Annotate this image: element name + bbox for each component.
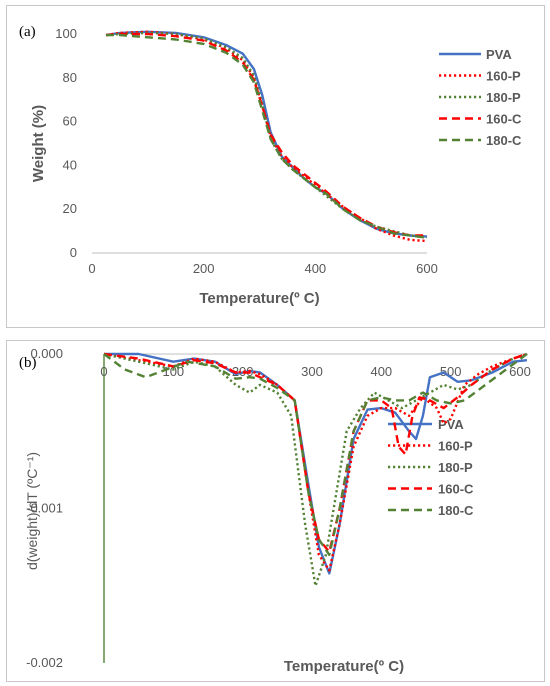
series-line-160-p	[105, 30, 428, 243]
y-tick-label: -0.002	[26, 655, 63, 670]
legend-label: 180-P	[486, 90, 521, 105]
legend-label: 160-P	[438, 439, 473, 454]
x-tick-label: 500	[440, 364, 462, 379]
y-tick-label: 60	[63, 114, 77, 129]
panel-a: (a) 0 200 400 600 0 20 40 60 80 100 Temperature(º …	[6, 5, 545, 328]
series-line-180-c	[106, 33, 428, 239]
x-tick-label: 600	[509, 364, 531, 379]
x-tick-label: 400	[370, 364, 392, 379]
series-line-160-c	[105, 32, 427, 237]
y-tick-label: 100	[55, 26, 77, 41]
panel-label: (a)	[19, 24, 36, 40]
y-tick-label: 40	[63, 157, 77, 172]
x-tick-label: 0	[100, 364, 107, 379]
legend-label: 180-C	[486, 133, 522, 148]
series-line-180-c	[103, 353, 528, 557]
y-tick-label: 0.000	[30, 346, 63, 361]
x-tick-label: 0	[88, 261, 95, 276]
legend-label: PVA	[438, 417, 464, 432]
legend-label: 160-C	[438, 482, 474, 497]
x-axis-label: Temperature(º C)	[199, 290, 319, 307]
y-tick-label: -0.001	[26, 501, 63, 516]
legend-label: 160-P	[486, 69, 521, 84]
series-line-180-p	[105, 31, 428, 239]
panel-b: (b) 0 100 200 300 400 500 600 0.000 -0.001 -0.002…	[6, 340, 545, 682]
weight-loss-chart: 0 200 400 600 0 20 40 60 80 100 Temperature(º C) We…	[30, 26, 522, 307]
panel-label: (b)	[19, 355, 37, 371]
y-axis-label: Weight (%)	[30, 105, 47, 182]
x-tick-label: 200	[193, 261, 215, 276]
x-tick-label: 600	[416, 261, 438, 276]
y-tick-label: 80	[63, 70, 77, 85]
series-line-pva	[105, 30, 428, 238]
y-axis-label: d(weight)/dT (ºC⁻¹)	[24, 452, 40, 570]
x-axis-label: Temperature(º C)	[284, 658, 404, 675]
legend-label: PVA	[486, 47, 512, 62]
x-tick-label: 400	[304, 261, 326, 276]
y-tick-label: 0	[70, 245, 77, 260]
legend-label: 180-P	[438, 460, 473, 475]
x-tick-label: 300	[301, 364, 323, 379]
legend-label: 180-C	[438, 503, 474, 518]
legend-label: 160-C	[486, 112, 522, 127]
y-tick-label: 20	[63, 201, 77, 216]
